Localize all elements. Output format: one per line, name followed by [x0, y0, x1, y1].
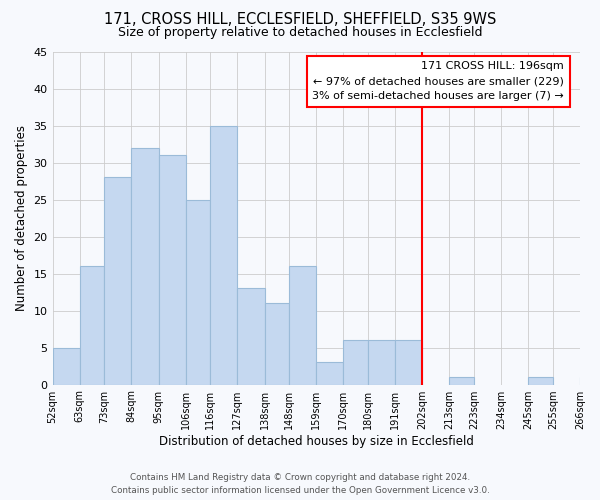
Text: 171, CROSS HILL, ECCLESFIELD, SHEFFIELD, S35 9WS: 171, CROSS HILL, ECCLESFIELD, SHEFFIELD,… — [104, 12, 496, 28]
Bar — [104, 178, 131, 384]
Bar — [528, 377, 553, 384]
Bar — [580, 377, 600, 384]
Bar — [80, 266, 104, 384]
Bar — [185, 200, 210, 384]
Bar — [131, 148, 158, 384]
Y-axis label: Number of detached properties: Number of detached properties — [15, 125, 28, 311]
Text: 171 CROSS HILL: 196sqm
← 97% of detached houses are smaller (229)
3% of semi-det: 171 CROSS HILL: 196sqm ← 97% of detached… — [313, 62, 564, 101]
Bar — [368, 340, 395, 384]
Bar — [210, 126, 238, 384]
Text: Contains HM Land Registry data © Crown copyright and database right 2024.
Contai: Contains HM Land Registry data © Crown c… — [110, 473, 490, 495]
X-axis label: Distribution of detached houses by size in Ecclesfield: Distribution of detached houses by size … — [159, 434, 474, 448]
Text: Size of property relative to detached houses in Ecclesfield: Size of property relative to detached ho… — [118, 26, 482, 39]
Bar — [265, 303, 289, 384]
Bar — [343, 340, 368, 384]
Bar — [158, 155, 185, 384]
Bar — [316, 362, 343, 384]
Bar — [238, 288, 265, 384]
Bar — [53, 348, 80, 385]
Bar — [395, 340, 422, 384]
Bar — [289, 266, 316, 384]
Bar — [449, 377, 474, 384]
